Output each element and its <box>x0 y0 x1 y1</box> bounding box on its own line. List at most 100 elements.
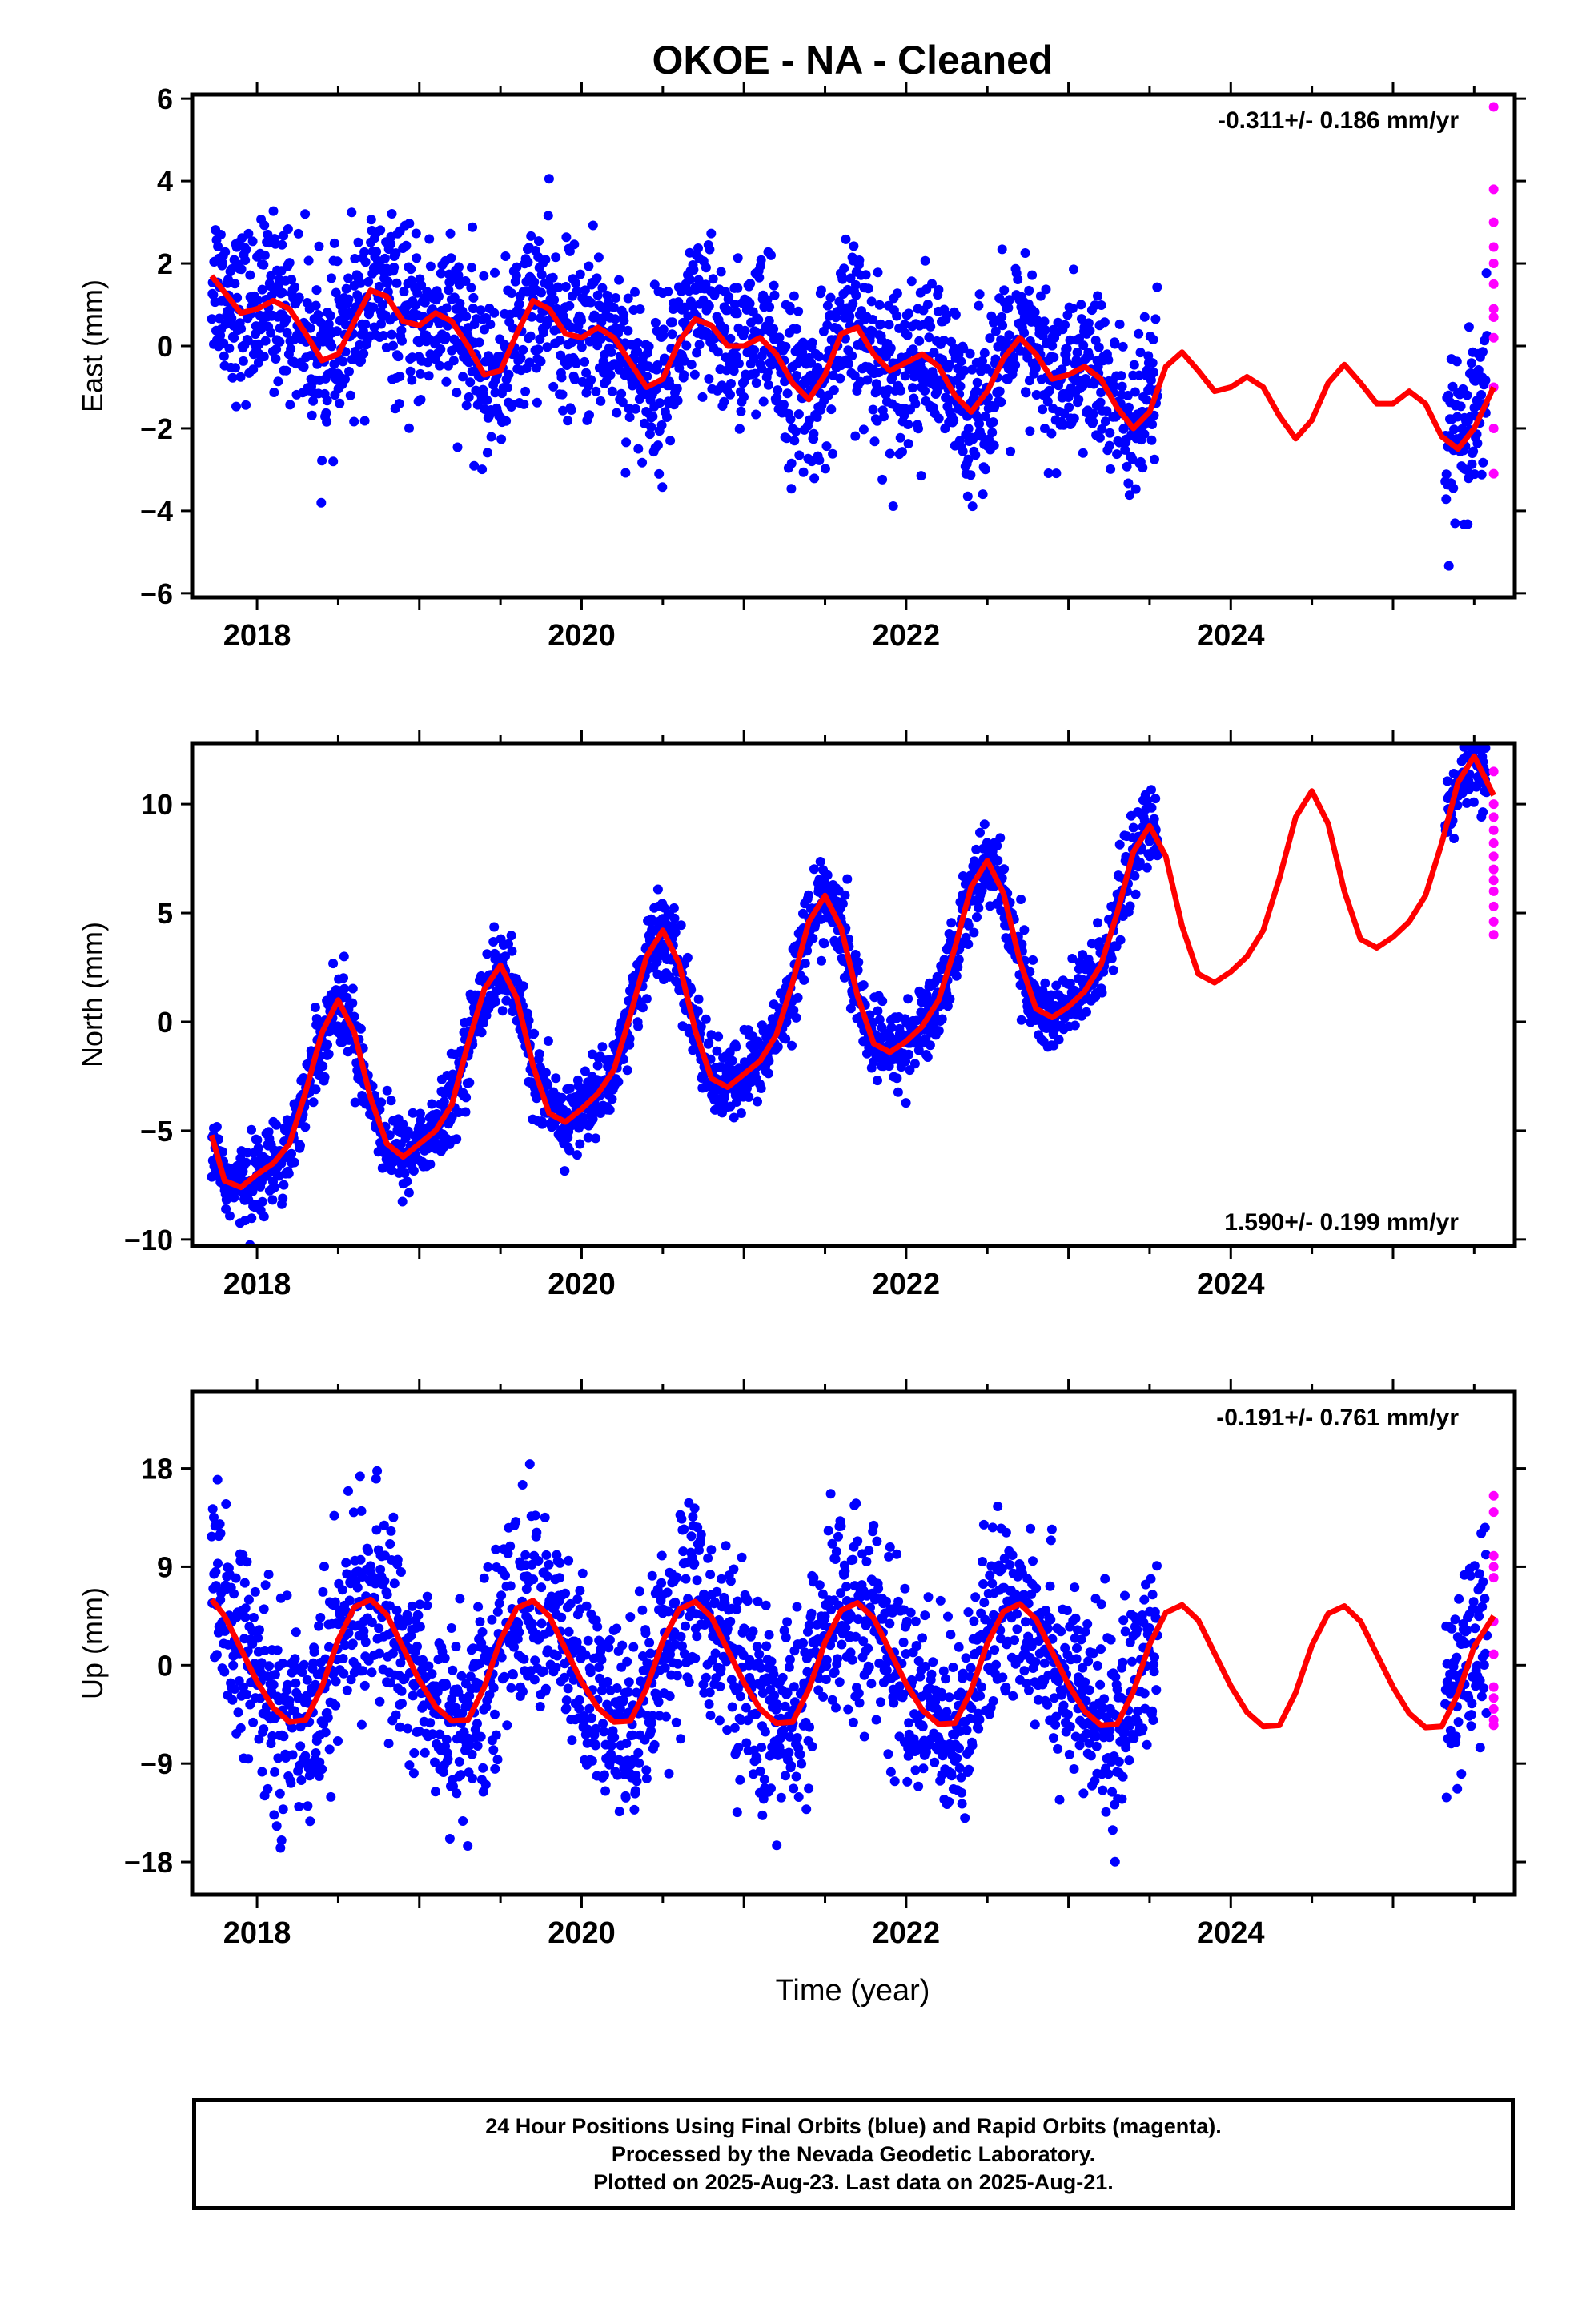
final-orbit-point <box>322 416 332 427</box>
final-orbit-point <box>215 230 226 239</box>
final-orbit-point <box>596 396 606 406</box>
final-orbit-point <box>905 1065 915 1076</box>
final-orbit-point <box>877 474 888 485</box>
final-orbit-point <box>353 237 363 247</box>
final-orbit-point <box>704 1038 714 1048</box>
final-orbit-point <box>287 1750 298 1760</box>
final-orbit-point <box>218 1147 227 1157</box>
final-orbit-point <box>424 234 435 244</box>
final-orbit-point <box>1019 925 1030 935</box>
final-orbit-point <box>514 299 524 309</box>
final-orbit-point <box>221 1499 231 1509</box>
final-orbit-point <box>756 255 766 265</box>
final-orbit-point <box>934 1026 944 1036</box>
final-orbit-point <box>345 390 355 400</box>
final-orbit-point <box>404 423 414 433</box>
final-orbit-point <box>998 320 1008 331</box>
final-orbit-point <box>751 409 761 420</box>
final-orbit-point <box>536 313 545 324</box>
final-orbit-point <box>327 341 337 352</box>
final-orbit-point <box>218 258 227 268</box>
final-orbit-point <box>1062 310 1073 320</box>
final-orbit-point <box>652 440 663 451</box>
final-orbit-point <box>505 1581 516 1591</box>
final-orbit-point <box>350 1097 360 1108</box>
final-orbit-point <box>389 1578 400 1589</box>
final-orbit-point <box>809 428 819 439</box>
final-orbit-point <box>837 274 848 284</box>
final-orbit-point <box>338 1654 348 1663</box>
final-orbit-point <box>291 1627 301 1638</box>
final-orbit-point <box>972 377 982 388</box>
final-orbit-point <box>869 436 880 447</box>
final-orbit-point <box>848 299 858 308</box>
final-orbit-point <box>837 899 848 909</box>
final-orbit-point <box>1478 347 1488 357</box>
final-orbit-point <box>829 385 839 396</box>
final-orbit-point <box>792 324 802 334</box>
final-orbit-point <box>378 331 388 340</box>
final-orbit-point <box>271 1120 282 1130</box>
final-orbit-point <box>408 1108 418 1118</box>
final-orbit-point <box>1085 325 1095 336</box>
final-orbit-point <box>468 1773 477 1783</box>
final-orbit-point <box>491 1730 501 1740</box>
final-orbit-point <box>468 292 479 303</box>
final-orbit-point <box>259 259 269 270</box>
final-orbit-point <box>445 228 456 239</box>
final-orbit-point <box>271 354 281 364</box>
rapid-orbit-point <box>1488 838 1499 849</box>
final-orbit-point <box>607 1094 617 1104</box>
final-orbit-point <box>635 304 645 314</box>
final-orbit-point <box>260 336 271 346</box>
final-orbit-point <box>287 1723 297 1733</box>
final-orbit-point <box>349 1011 359 1022</box>
final-orbit-point <box>513 1618 524 1629</box>
final-orbit-point <box>1146 785 1156 795</box>
final-orbit-point <box>962 491 973 501</box>
final-orbit-point <box>921 990 932 1000</box>
final-orbit-point <box>1094 937 1105 947</box>
final-orbit-point <box>294 292 304 303</box>
final-orbit-point <box>281 365 291 376</box>
y-tick-label: −6 <box>140 577 173 610</box>
final-orbit-point <box>524 357 535 368</box>
north-y-axis-label: North (mm) <box>76 922 109 1068</box>
final-orbit-point <box>604 1104 615 1115</box>
final-orbit-point <box>207 1504 218 1514</box>
final-orbit-point <box>249 1613 259 1622</box>
final-orbit-point <box>914 336 925 346</box>
final-orbit-point <box>1468 797 1479 807</box>
final-orbit-point <box>1452 356 1462 367</box>
final-orbit-point <box>235 1723 246 1733</box>
final-orbit-point <box>477 464 488 475</box>
final-orbit-point <box>372 1466 383 1476</box>
final-orbit-point <box>396 325 407 336</box>
final-orbit-point <box>745 299 755 308</box>
final-orbit-point <box>910 399 921 409</box>
final-orbit-point <box>404 1760 415 1771</box>
final-orbit-point <box>716 267 726 277</box>
final-orbit-point <box>212 1474 223 1485</box>
y-tick-label: −10 <box>124 1224 173 1256</box>
final-orbit-point <box>207 314 217 324</box>
final-orbit-point <box>945 994 955 1004</box>
x-tick-label: 2022 <box>873 1268 941 1301</box>
final-orbit-point <box>295 1741 306 1751</box>
final-orbit-point <box>479 1018 488 1028</box>
final-orbit-point <box>985 333 995 344</box>
final-orbit-point <box>282 328 292 338</box>
final-orbit-point <box>285 400 295 410</box>
final-orbit-point <box>456 1671 467 1681</box>
final-orbit-point <box>1466 358 1476 368</box>
final-orbit-point <box>252 295 263 305</box>
final-orbit-point <box>338 356 348 367</box>
final-orbit-point <box>407 375 417 385</box>
final-orbit-point <box>745 279 756 289</box>
final-orbit-point <box>317 1764 327 1775</box>
final-orbit-point <box>556 1092 567 1103</box>
final-orbit-point <box>220 320 231 329</box>
final-orbit-point <box>319 1562 329 1572</box>
final-orbit-point <box>263 1570 274 1579</box>
final-orbit-point <box>375 1696 385 1707</box>
